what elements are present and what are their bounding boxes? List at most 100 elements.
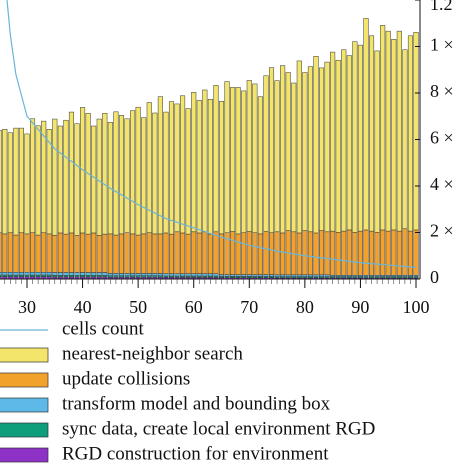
y-tick-label: 6 × xyxy=(430,128,454,148)
bar-segment xyxy=(68,111,74,234)
bar-segment xyxy=(96,235,102,273)
bar-segment xyxy=(319,274,325,277)
bar-segment xyxy=(124,118,130,233)
bar-segment xyxy=(124,273,130,276)
bar-segment xyxy=(196,100,202,234)
bar-segment xyxy=(102,233,108,273)
legend-label: transform model and bounding box xyxy=(62,393,331,414)
bar-segment xyxy=(0,232,2,273)
bar-segment xyxy=(380,229,386,276)
bar-segment xyxy=(163,111,169,234)
bar-segment xyxy=(263,231,269,275)
bar-segment xyxy=(324,231,330,276)
bar-segment xyxy=(257,274,263,277)
bar-segment xyxy=(363,229,369,276)
bar-segment xyxy=(7,132,13,233)
bar-segment xyxy=(141,273,147,276)
bar-segment xyxy=(230,231,236,275)
bar-segment xyxy=(174,231,180,274)
x-tick-label: 50 xyxy=(129,297,147,317)
bar-segment xyxy=(296,274,302,277)
bar-segment xyxy=(185,108,191,235)
bar-segment xyxy=(91,272,97,276)
bar-segment xyxy=(96,118,102,236)
bar-segment xyxy=(324,61,330,233)
bar-segment xyxy=(63,119,69,235)
legend-swatch xyxy=(0,422,49,438)
bar-segment xyxy=(68,272,74,276)
bar-segment xyxy=(296,232,302,276)
bar-segment xyxy=(46,129,52,235)
legend-swatch xyxy=(0,397,49,413)
bar-segment xyxy=(268,274,275,277)
bar-segment xyxy=(374,232,380,276)
bar-segment xyxy=(280,65,286,234)
bar-segment xyxy=(335,59,341,233)
bar-segment xyxy=(341,49,347,232)
bar-segment xyxy=(391,229,397,276)
bar-segment xyxy=(0,274,2,277)
bar-segment xyxy=(252,274,258,277)
bar-segment xyxy=(207,99,213,235)
bar-segment xyxy=(107,273,113,276)
bar-segment xyxy=(63,272,69,276)
bar-segment xyxy=(341,230,347,276)
bar-segment xyxy=(185,233,191,274)
bar-segment xyxy=(235,274,241,277)
bar-segment xyxy=(280,232,286,276)
y-tick-label: 1 × xyxy=(430,35,454,55)
bar-segment xyxy=(157,233,163,274)
bar-segment xyxy=(41,120,47,233)
bar-segment xyxy=(118,273,124,276)
bar-segment xyxy=(57,232,63,273)
bar-segment xyxy=(246,274,252,277)
bar-segment xyxy=(152,233,158,274)
bar-segment xyxy=(313,232,319,276)
x-tick-label: 70 xyxy=(240,297,258,317)
bar-segment xyxy=(330,51,336,232)
bar-segment xyxy=(369,35,375,232)
bar-segment xyxy=(241,274,247,277)
bar-segment xyxy=(141,233,147,274)
bar-segment xyxy=(163,232,169,274)
bar-segment xyxy=(369,230,375,276)
bar-segment xyxy=(402,49,408,230)
bar-segment xyxy=(252,232,258,275)
x-tick-label: 40 xyxy=(74,297,92,317)
bar-segment xyxy=(307,66,313,233)
bar-segment xyxy=(191,92,197,233)
lines xyxy=(6,0,417,268)
bar-segment xyxy=(96,272,102,276)
legend-label: cells count xyxy=(62,318,145,339)
bar-segment xyxy=(13,272,19,276)
bar-segment xyxy=(102,272,108,276)
bar-segment xyxy=(241,90,247,233)
bar-segment xyxy=(380,25,386,231)
bar-segment xyxy=(146,273,152,276)
bar-segment xyxy=(24,233,30,273)
bar-segment xyxy=(202,231,208,274)
bar-segment xyxy=(280,274,286,277)
bars xyxy=(0,18,419,280)
bar-segment xyxy=(235,87,241,235)
bar-segment xyxy=(130,233,136,274)
bar-segment xyxy=(35,125,41,236)
bar-segment xyxy=(402,228,408,276)
bar-segment xyxy=(74,123,80,236)
bar-segment xyxy=(330,230,336,276)
bar-segment xyxy=(30,272,36,276)
bar-segment xyxy=(385,30,391,232)
bar-segment xyxy=(357,230,363,276)
bar-segment xyxy=(46,272,52,276)
bar-segment xyxy=(407,35,413,232)
bar-segment xyxy=(224,274,230,277)
bar-segment xyxy=(346,229,352,276)
bar-segment xyxy=(207,233,213,274)
bar-segment xyxy=(152,273,158,276)
bar-segment xyxy=(207,273,213,277)
bar-segment xyxy=(224,81,230,233)
x-tick-label: 90 xyxy=(351,297,369,317)
bar-segment xyxy=(2,233,8,273)
bar-segment xyxy=(57,125,63,234)
